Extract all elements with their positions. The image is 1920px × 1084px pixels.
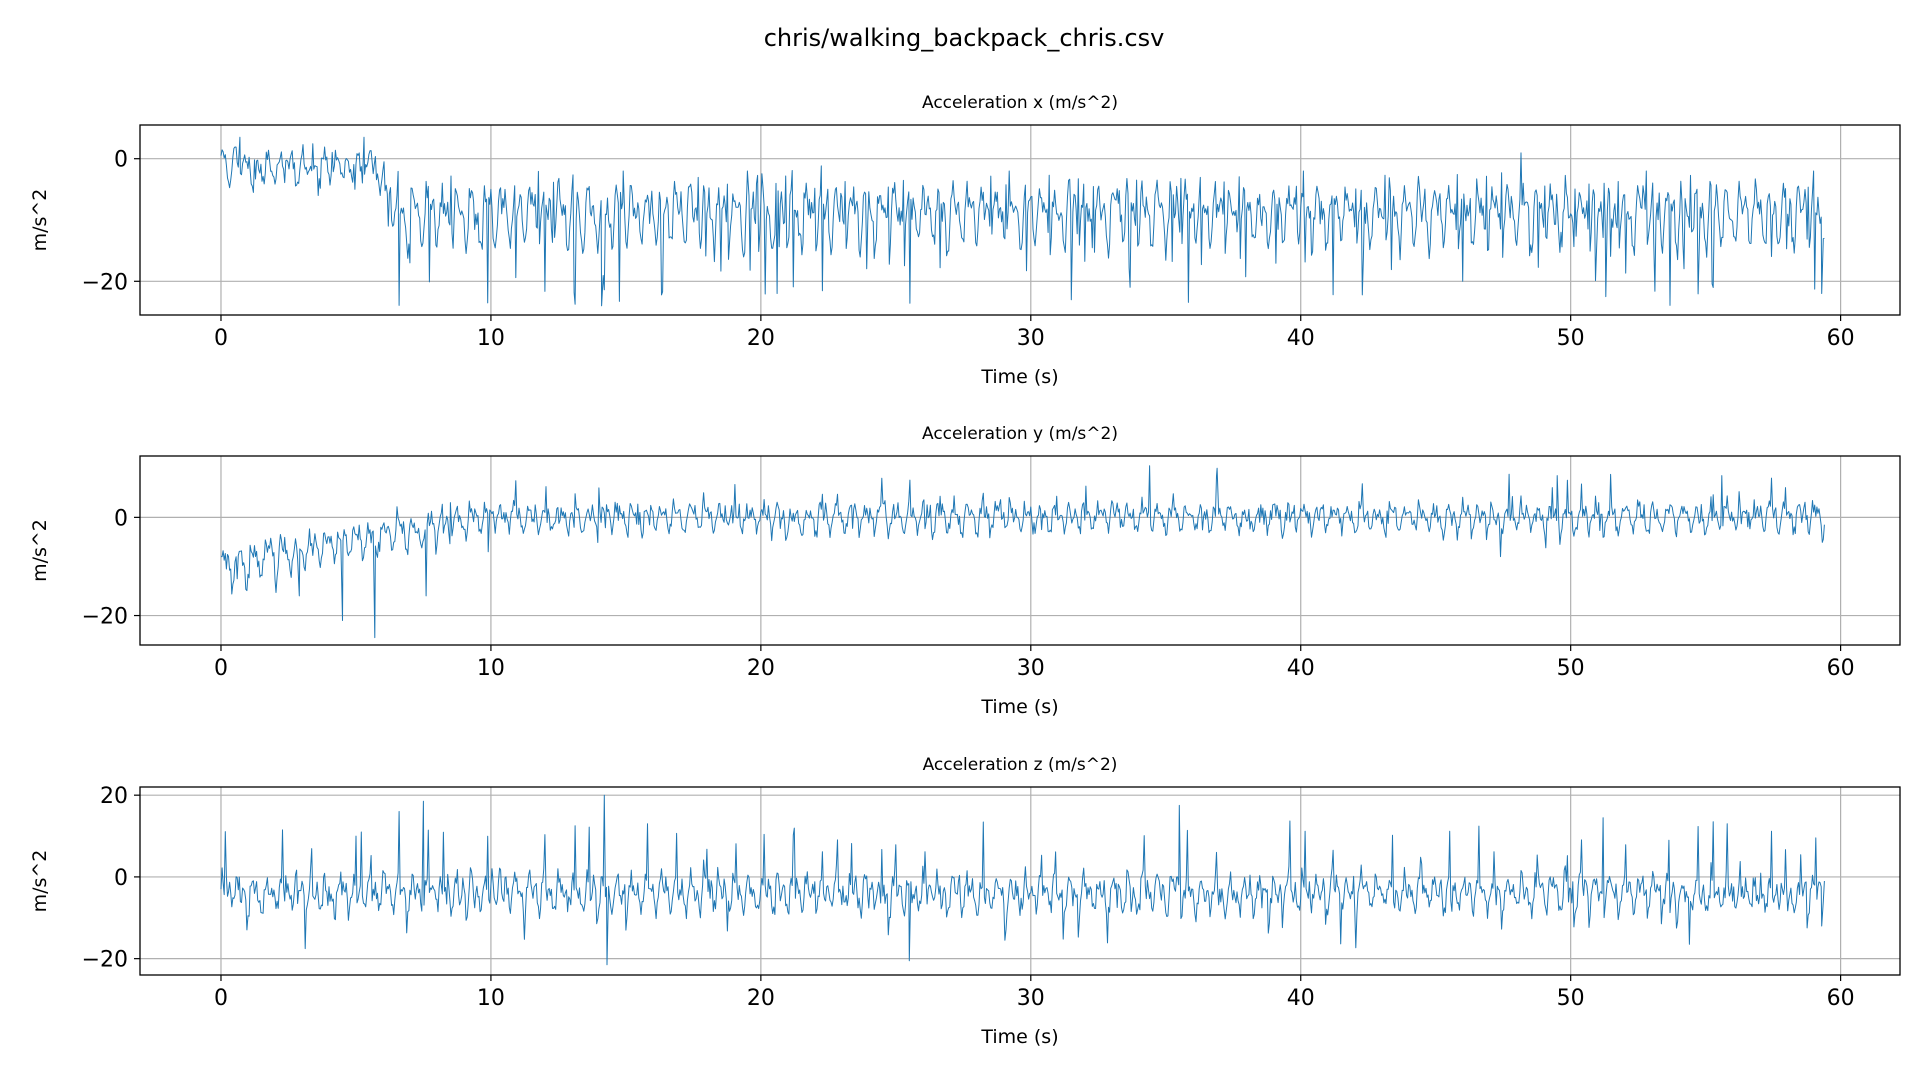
- x-axis-label: Time (s): [980, 366, 1058, 388]
- subplot-title: Acceleration z (m/s^2): [923, 755, 1118, 775]
- x-tick-label: 50: [1557, 326, 1585, 351]
- x-axis-label: Time (s): [980, 696, 1058, 718]
- y-tick-label: 0: [114, 148, 128, 173]
- x-tick-label: 20: [747, 326, 775, 351]
- y-axis-label: m/s^2: [29, 189, 51, 252]
- subplot-acceleration-y: Acceleration y (m/s^2) 0 10 20 30 40 50 60 0 −20 T…: [29, 424, 1901, 718]
- x-tick-label: 30: [1017, 986, 1045, 1011]
- x-tick-label: 20: [747, 986, 775, 1011]
- x-tick-label: 30: [1017, 326, 1045, 351]
- x-tick-label: 60: [1827, 656, 1855, 681]
- x-tick-label: 10: [477, 326, 505, 351]
- x-axis-label: Time (s): [980, 1026, 1058, 1048]
- subplot-acceleration-z: Acceleration z (m/s^2) 0 10 20 30 40 50 60 20 0 −2…: [29, 755, 1901, 1048]
- x-tick-label: 60: [1827, 326, 1855, 351]
- y-tick-label: 0: [114, 866, 128, 891]
- x-tick-label: 0: [214, 986, 228, 1011]
- series-line-acceleration-z: [220, 794, 1825, 966]
- y-tick-label: 0: [114, 506, 128, 531]
- y-tick-label: 20: [100, 784, 128, 809]
- y-axis-label: m/s^2: [29, 850, 51, 913]
- subplot-acceleration-x: Acceleration x (m/s^2) 0 10 20 30 40 50 60 0 −20 T…: [29, 93, 1901, 388]
- y-tick-label: −20: [82, 270, 128, 295]
- plot-frame: [139, 786, 1901, 976]
- figure-title: chris/walking_backpack_chris.csv: [764, 24, 1165, 52]
- y-tick-label: −20: [82, 948, 128, 973]
- x-tick-label: 30: [1017, 656, 1045, 681]
- plot-frame: [139, 124, 1901, 316]
- plot-frame: [139, 455, 1901, 646]
- x-tick-label: 50: [1557, 656, 1585, 681]
- x-tick-label: 40: [1287, 656, 1315, 681]
- x-tick-label: 0: [214, 326, 228, 351]
- series-line-acceleration-x: [220, 136, 1825, 307]
- x-tick-label: 10: [477, 656, 505, 681]
- x-tick-label: 10: [477, 986, 505, 1011]
- x-tick-label: 20: [747, 656, 775, 681]
- x-tick-label: 0: [214, 656, 228, 681]
- x-tick-label: 40: [1287, 326, 1315, 351]
- y-tick-label: −20: [82, 605, 128, 630]
- series-line-acceleration-y: [221, 465, 1825, 639]
- subplots: Acceleration x (m/s^2) 0 10 20 30 40 50 60 0 −20 T…: [29, 93, 1901, 1048]
- y-axis-label: m/s^2: [29, 519, 51, 582]
- subplot-title: Acceleration x (m/s^2): [922, 93, 1118, 113]
- subplot-title: Acceleration y (m/s^2): [922, 424, 1118, 444]
- x-tick-label: 40: [1287, 986, 1315, 1011]
- x-tick-label: 60: [1827, 986, 1855, 1011]
- x-tick-label: 50: [1557, 986, 1585, 1011]
